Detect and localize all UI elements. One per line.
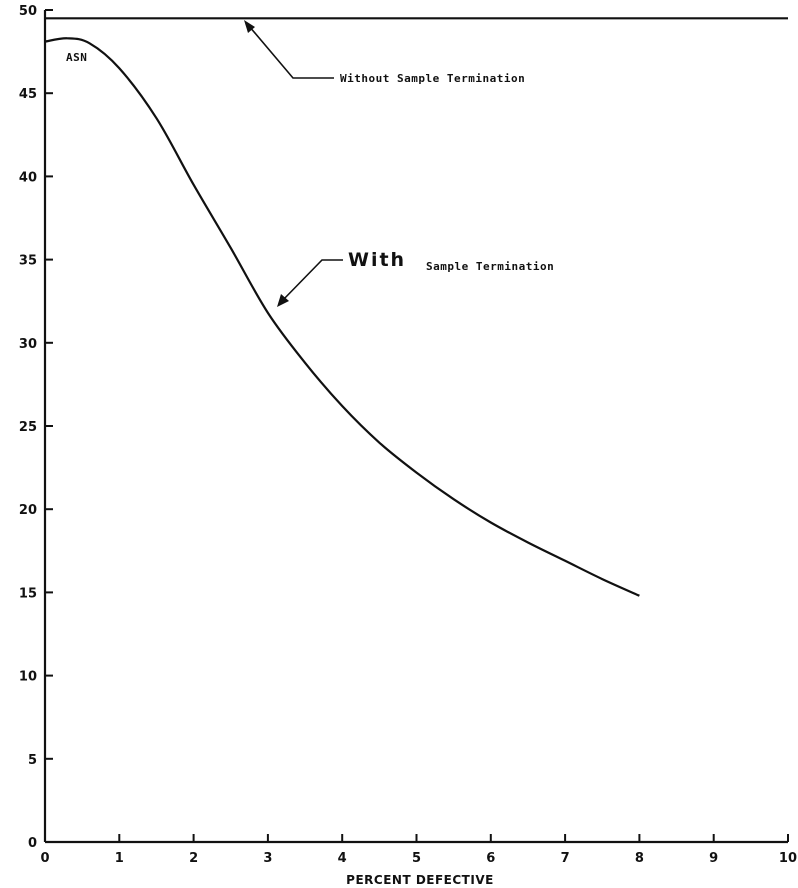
asn-label: ASN bbox=[66, 51, 87, 64]
y-tick-label: 25 bbox=[19, 420, 37, 435]
y-tick-label: 45 bbox=[19, 87, 37, 102]
without-annotation: Without Sample Termination bbox=[244, 20, 525, 85]
y-tick-label: 40 bbox=[19, 170, 37, 185]
without-leader-line bbox=[248, 25, 334, 79]
x-tick-label: 1 bbox=[115, 851, 124, 866]
y-tick-label: 35 bbox=[19, 254, 37, 269]
x-tick-label: 2 bbox=[189, 851, 198, 866]
without-annotation-label: Without Sample Termination bbox=[340, 72, 525, 85]
series-layer bbox=[44, 17, 788, 597]
with-annotation-label: Sample Termination bbox=[426, 260, 554, 273]
x-tick-label: 5 bbox=[412, 851, 421, 866]
with-arrowhead bbox=[277, 294, 289, 307]
x-tick-label: 9 bbox=[709, 851, 718, 866]
with-word-label: With bbox=[348, 249, 406, 271]
x-axis-title: PERCENT DEFECTIVE bbox=[346, 873, 494, 887]
y-tick-label: 50 bbox=[19, 4, 37, 19]
x-tick-label: 3 bbox=[263, 851, 272, 866]
series-with-termination-curve bbox=[44, 37, 640, 597]
x-tick-label: 10 bbox=[779, 851, 797, 866]
without-arrowhead bbox=[244, 20, 255, 33]
y-tick-label: 0 bbox=[28, 836, 37, 851]
x-tick-label: 6 bbox=[486, 851, 495, 866]
x-tick-label: 7 bbox=[561, 851, 570, 866]
y-tick-label: 30 bbox=[19, 337, 37, 352]
with-leader-line bbox=[281, 259, 343, 302]
y-tick-label: 20 bbox=[19, 503, 37, 518]
x-tick-label: 0 bbox=[40, 851, 49, 866]
x-tick-label: 4 bbox=[338, 851, 347, 866]
y-tick-label: 5 bbox=[28, 753, 37, 768]
x-tick-label: 8 bbox=[635, 851, 644, 866]
with-annotation: With Sample Termination bbox=[277, 249, 554, 307]
y-tick-label: 10 bbox=[19, 670, 37, 685]
y-tick-label: 15 bbox=[19, 586, 37, 601]
